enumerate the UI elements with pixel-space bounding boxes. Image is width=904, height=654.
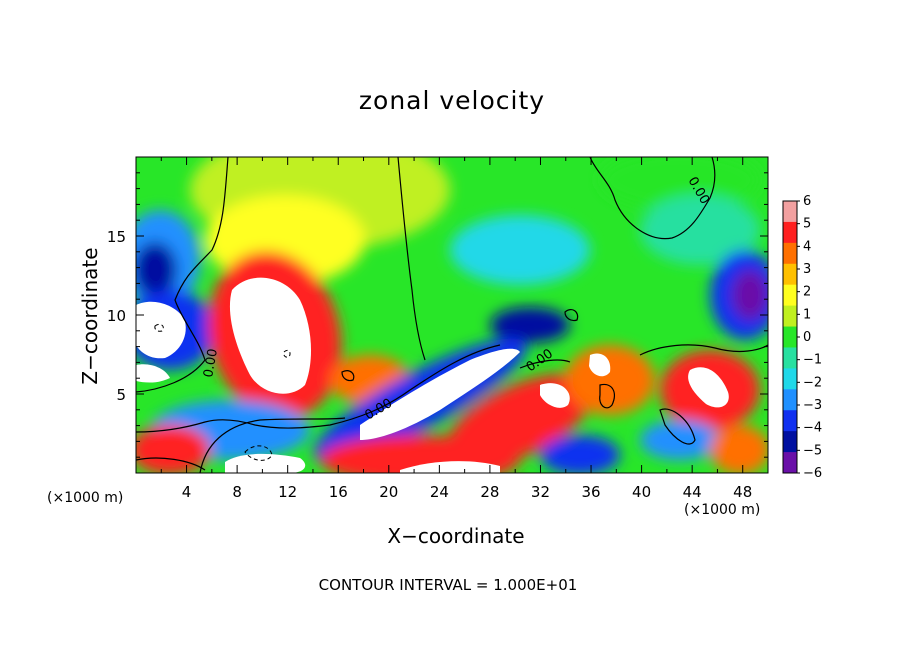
contour-solid-7 bbox=[639, 344, 768, 356]
saturated-core-5 bbox=[400, 461, 500, 473]
field-region-22 bbox=[320, 435, 520, 473]
contour-solid-10 bbox=[659, 408, 696, 445]
field-region-21 bbox=[710, 425, 768, 473]
x-unit-left: (×1000 m) bbox=[47, 490, 124, 506]
contour-solid-9 bbox=[341, 370, 355, 382]
saturated-core-4 bbox=[225, 453, 306, 473]
y-axis-label: Z−coordinate bbox=[78, 247, 102, 385]
colorbar-swatch bbox=[783, 201, 797, 223]
field-region-8 bbox=[732, 270, 768, 320]
colorbar-label: −3 bbox=[803, 398, 822, 413]
field-region-20 bbox=[540, 435, 620, 473]
contour-solid-0 bbox=[136, 157, 229, 393]
contour-solid-6 bbox=[599, 383, 615, 409]
field-region-17 bbox=[565, 345, 655, 415]
colorbar-label: 0 bbox=[803, 330, 811, 345]
colorbar-swatch bbox=[783, 284, 797, 307]
saturated-core-2 bbox=[136, 364, 170, 383]
colorbar-label: 2 bbox=[803, 285, 811, 300]
contour-label: 0.00 bbox=[201, 348, 221, 379]
contour-solid-11 bbox=[136, 457, 206, 471]
saturated-core-3 bbox=[360, 348, 520, 440]
x-axis-label: X−coordinate bbox=[387, 524, 525, 548]
field-region-6 bbox=[136, 242, 177, 298]
contour-lines bbox=[136, 157, 768, 473]
colorbar-label: −6 bbox=[803, 466, 822, 481]
field-region-19 bbox=[640, 420, 720, 460]
saturated-core-6 bbox=[688, 367, 729, 408]
x-tick-label: 4 bbox=[182, 483, 192, 501]
contour-solid-2 bbox=[589, 157, 716, 240]
contour-solid-5 bbox=[519, 359, 571, 369]
colorbar-label: 5 bbox=[803, 217, 811, 232]
saturated-core-0 bbox=[229, 277, 312, 394]
colorbar-swatch bbox=[783, 389, 797, 411]
y-tick-label: 5 bbox=[116, 386, 126, 404]
colorbar-swatch bbox=[783, 326, 797, 348]
colorbar-label: 3 bbox=[803, 262, 811, 277]
colorbar-swatch bbox=[783, 263, 797, 286]
colorbar: 6 5 4 3 2 1 0 −1 −2 −3 −4 −5 −6 bbox=[782, 194, 822, 481]
colorbar-swatch bbox=[783, 242, 797, 265]
contour-solid-4 bbox=[199, 417, 346, 473]
colorbar-swatch bbox=[783, 221, 797, 244]
colorbar-swatch bbox=[783, 368, 797, 390]
saturated-core-7 bbox=[589, 353, 611, 377]
field-region-2 bbox=[450, 215, 590, 285]
colorbar-label: 4 bbox=[803, 239, 811, 254]
y-tick-label: 15 bbox=[107, 228, 126, 246]
field-region-3 bbox=[600, 157, 760, 210]
y-axis: 5 10 15 bbox=[107, 172, 768, 458]
x-tick-label: 20 bbox=[379, 483, 398, 501]
x-tick-label: 16 bbox=[329, 483, 348, 501]
colorbar-swatch bbox=[783, 305, 797, 328]
colorbar-label: −5 bbox=[803, 443, 822, 458]
x-tick-label: 36 bbox=[581, 483, 600, 501]
contour-interval-note: CONTOUR INTERVAL = 1.000E+01 bbox=[318, 576, 578, 594]
colorbar-label: −4 bbox=[803, 421, 822, 436]
field-region-12 bbox=[490, 307, 570, 343]
colorbar-swatch bbox=[783, 410, 797, 432]
x-unit-right: (×1000 m) bbox=[684, 502, 761, 518]
chart-title: zonal velocity bbox=[358, 86, 546, 115]
y-tick-label: 10 bbox=[107, 307, 126, 325]
colorbar-swatch bbox=[783, 431, 797, 453]
contour-solid-8 bbox=[564, 308, 579, 322]
contour-dashed-1 bbox=[283, 349, 291, 358]
colorbar-swatch bbox=[783, 452, 797, 474]
x-tick-label: 8 bbox=[232, 483, 242, 501]
colorbar-label: 6 bbox=[803, 194, 811, 209]
colorbar-swatch bbox=[783, 347, 797, 369]
velocity-field bbox=[136, 157, 768, 473]
contour-solid-1 bbox=[397, 157, 426, 361]
saturated-core-8 bbox=[540, 383, 570, 408]
colorbar-label: −1 bbox=[803, 353, 822, 368]
x-tick-label: 24 bbox=[430, 483, 449, 501]
field-region-4 bbox=[640, 195, 760, 265]
x-tick-label: 28 bbox=[480, 483, 499, 501]
x-tick-label: 32 bbox=[531, 483, 550, 501]
field-region-15 bbox=[136, 425, 210, 473]
colorbar-label: 1 bbox=[803, 307, 811, 322]
saturated-core-1 bbox=[136, 301, 186, 359]
colorbar-label: −2 bbox=[803, 375, 822, 390]
contour-solid-3 bbox=[136, 344, 501, 433]
x-tick-label: 44 bbox=[683, 483, 702, 501]
x-axis: 4 8 12 16 20 24 28 32 36 40 44 48 bbox=[160, 157, 752, 501]
x-tick-label: 40 bbox=[632, 483, 651, 501]
x-tick-label: 12 bbox=[278, 483, 297, 501]
x-tick-label: 48 bbox=[733, 483, 752, 501]
contour-dashed-2 bbox=[154, 323, 164, 332]
